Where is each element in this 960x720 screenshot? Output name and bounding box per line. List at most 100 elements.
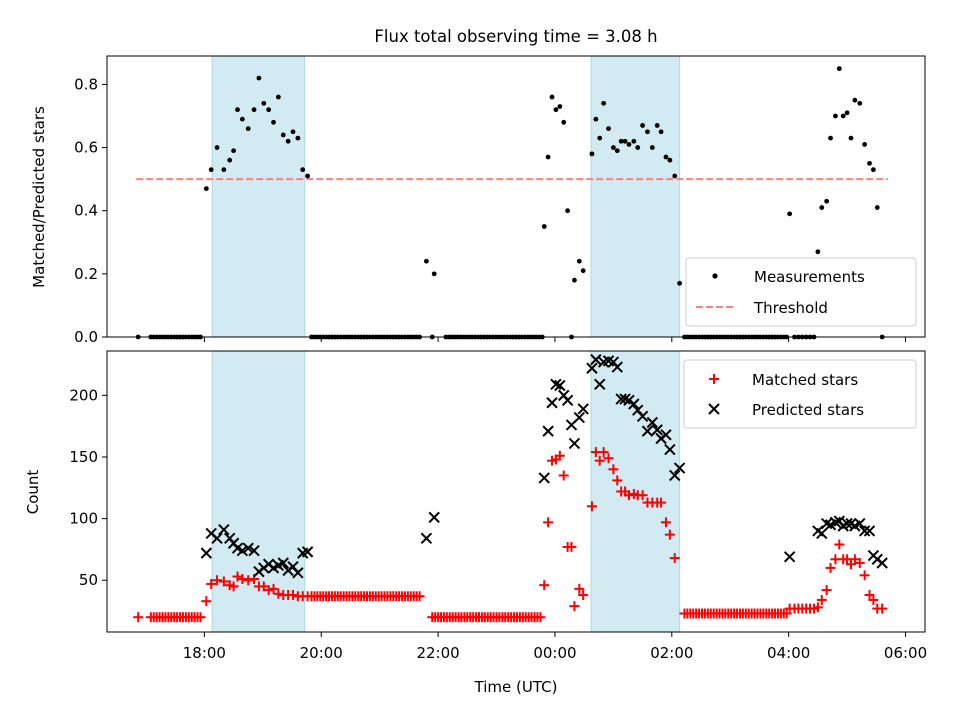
predicted-star-point bbox=[546, 397, 558, 409]
matched-star-point bbox=[133, 612, 144, 623]
predicted-star-point bbox=[646, 416, 659, 429]
matched-star-point bbox=[539, 580, 550, 591]
matched-star-point bbox=[859, 570, 870, 581]
measurement-point bbox=[275, 94, 281, 100]
measurement-point bbox=[561, 119, 567, 125]
matched-star-point bbox=[558, 470, 569, 481]
matched-star-point bbox=[812, 602, 823, 613]
measurement-point bbox=[618, 138, 624, 144]
measurement-point bbox=[649, 145, 655, 150]
top-y-axis-label: Matched/Predicted stars bbox=[30, 106, 48, 288]
predicted-star-point bbox=[568, 437, 581, 450]
bottom-xtick-label: 06:00 bbox=[884, 644, 927, 662]
matched-star-point bbox=[569, 601, 580, 612]
matched-star-point bbox=[612, 475, 623, 486]
matched-star-point bbox=[656, 497, 667, 508]
bottom-legend-box bbox=[683, 359, 917, 429]
predicted-star-point bbox=[277, 557, 289, 569]
matched-star-point bbox=[212, 575, 223, 586]
predicted-star-point bbox=[586, 362, 598, 374]
legend-matched-label: Matched stars bbox=[752, 371, 858, 389]
top-panel: 0.00.20.40.60.8 Matched/Predicted stars … bbox=[30, 55, 926, 346]
predicted-star-point bbox=[554, 379, 566, 392]
measurement-point bbox=[672, 173, 678, 179]
bottom-ytick-label: 50 bbox=[79, 571, 98, 589]
top-ytick-label: 0.4 bbox=[74, 202, 98, 220]
predicted-star-point bbox=[590, 353, 602, 366]
matched-star-point bbox=[598, 447, 609, 458]
measurement-point bbox=[549, 94, 555, 100]
measurement-point bbox=[857, 100, 863, 106]
measurement-point bbox=[285, 138, 291, 144]
predicted-star-point bbox=[829, 516, 842, 529]
matched-star-point bbox=[206, 578, 217, 589]
measurement-point bbox=[221, 167, 227, 173]
top-legend: Measurements Threshold bbox=[685, 257, 917, 327]
predicted-star-point bbox=[854, 517, 866, 530]
measurement-point bbox=[622, 138, 628, 144]
matched-star-point bbox=[868, 594, 879, 605]
predicted-star-point bbox=[420, 532, 433, 545]
matched-star-point bbox=[554, 450, 565, 461]
measurement-point bbox=[251, 107, 257, 113]
measurement-point bbox=[271, 119, 276, 125]
observing-window-top-1 bbox=[590, 55, 681, 338]
predicted-star-point bbox=[816, 527, 828, 540]
measurement-point bbox=[626, 142, 632, 147]
bottom-xtick-label: 00:00 bbox=[533, 644, 576, 662]
predicted-star-point bbox=[636, 410, 649, 423]
measurement-point bbox=[424, 258, 429, 264]
predicted-star-point bbox=[292, 567, 304, 579]
bottom-legend: Matched stars Predicted stars bbox=[683, 359, 917, 429]
matched-star-point bbox=[623, 490, 634, 501]
matched-star-point bbox=[821, 585, 832, 596]
measurement-point bbox=[852, 97, 858, 103]
observing-window-top-0 bbox=[211, 55, 306, 338]
matched-star-point bbox=[825, 562, 836, 573]
measurement-point bbox=[844, 110, 850, 116]
matched-star-point bbox=[578, 590, 589, 601]
predicted-star-point bbox=[542, 425, 554, 437]
legend-measurements-marker bbox=[712, 273, 718, 279]
chart-title: Flux total observing time = 3.08 h bbox=[374, 27, 657, 46]
measurement-point bbox=[227, 157, 233, 163]
matched-star-point bbox=[660, 517, 671, 528]
predicted-star-point bbox=[211, 532, 223, 545]
measurement-point bbox=[576, 258, 582, 264]
top-ytick-label: 0.2 bbox=[74, 265, 98, 283]
matched-star-point bbox=[273, 588, 284, 599]
matched-star-point bbox=[201, 596, 212, 607]
predicted-star-point bbox=[577, 403, 589, 415]
predicted-star-point bbox=[538, 472, 550, 484]
predicted-star-point bbox=[783, 551, 796, 563]
measurement-point bbox=[824, 198, 830, 204]
measurement-point bbox=[870, 167, 876, 173]
measurement-point bbox=[545, 154, 551, 160]
measurement-point bbox=[606, 126, 611, 132]
measurement-point bbox=[245, 126, 251, 132]
measurement-point bbox=[848, 135, 854, 141]
measurement-point bbox=[840, 113, 846, 119]
matched-star-point bbox=[263, 585, 274, 596]
measurement-point bbox=[677, 280, 682, 286]
bottom-xtick-label: 20:00 bbox=[300, 644, 343, 662]
measurement-point bbox=[235, 107, 240, 113]
top-y-axis: 0.0 0.2 0.4 0.6 0.8 bbox=[74, 75, 107, 346]
matched-stars-layer bbox=[133, 447, 888, 623]
matched-star-point bbox=[566, 541, 577, 552]
measurement-point bbox=[663, 154, 669, 160]
top-ytick-label: 0.6 bbox=[74, 139, 98, 157]
measurement-point bbox=[667, 157, 673, 163]
matched-star-point bbox=[816, 594, 827, 605]
predicted-star-point bbox=[561, 394, 574, 407]
matched-star-point bbox=[603, 453, 614, 464]
matched-star-point bbox=[574, 583, 585, 594]
measurement-point bbox=[572, 277, 577, 283]
measurement-point bbox=[295, 135, 301, 141]
measurement-point bbox=[597, 135, 603, 141]
predicted-star-point bbox=[611, 361, 623, 373]
matched-star-point bbox=[543, 517, 554, 528]
predicted-star-point bbox=[218, 523, 230, 536]
predicted-star-point bbox=[664, 443, 676, 456]
measurement-point bbox=[654, 123, 660, 128]
